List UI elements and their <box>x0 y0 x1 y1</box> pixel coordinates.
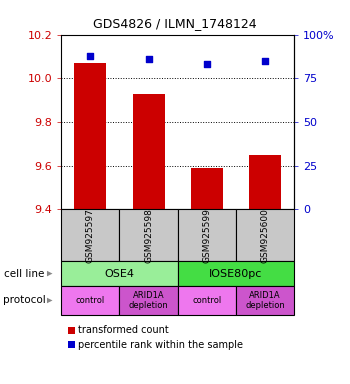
Text: GSM925599: GSM925599 <box>202 208 211 263</box>
Text: ARID1A
depletion: ARID1A depletion <box>129 291 168 310</box>
Text: transformed count: transformed count <box>78 325 169 335</box>
Text: GSM925600: GSM925600 <box>260 208 270 263</box>
Text: protocol: protocol <box>4 295 46 306</box>
Text: control: control <box>192 296 221 305</box>
Point <box>204 61 210 67</box>
Bar <box>74 63 106 209</box>
Text: GSM925597: GSM925597 <box>86 208 95 263</box>
Text: OSE4: OSE4 <box>104 268 134 279</box>
Text: GSM925598: GSM925598 <box>144 208 153 263</box>
Text: IOSE80pc: IOSE80pc <box>209 268 262 279</box>
Point <box>88 53 93 59</box>
Text: control: control <box>76 296 105 305</box>
Text: ARID1A
depletion: ARID1A depletion <box>245 291 285 310</box>
Text: percentile rank within the sample: percentile rank within the sample <box>78 340 243 350</box>
Point <box>146 56 151 62</box>
Bar <box>191 168 223 209</box>
Point <box>262 58 268 64</box>
Bar <box>133 94 164 209</box>
Text: cell line: cell line <box>4 268 44 279</box>
Bar <box>249 155 281 209</box>
Text: GDS4826 / ILMN_1748124: GDS4826 / ILMN_1748124 <box>93 17 257 30</box>
